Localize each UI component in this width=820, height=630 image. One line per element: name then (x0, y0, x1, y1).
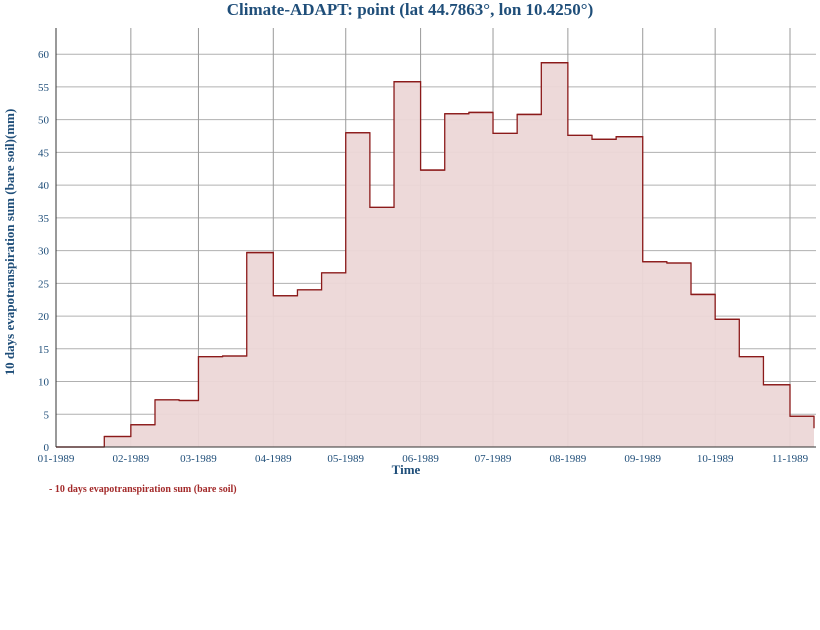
y-tick-label: 45 (38, 147, 50, 159)
y-tick-label: 10 (38, 377, 50, 389)
legend: - 10 days evapotranspiration sum (bare s… (49, 484, 237, 495)
y-tick-label: 60 (38, 49, 50, 61)
y-tick-label: 15 (38, 344, 50, 356)
x-tick-label: 01-1989 (38, 453, 75, 465)
x-tick-label: 11-1989 (772, 453, 809, 465)
x-axis-label: Time (392, 462, 421, 477)
x-tick-label: 08-1989 (550, 453, 587, 465)
series-area-fill (56, 62, 814, 448)
y-tick-label: 40 (38, 180, 50, 192)
series-line (56, 62, 815, 448)
axes: 0 5 10 15 20 25 30 35 40 45 50 55 60 01-1989 02-1989 03… (38, 28, 816, 465)
y-tick-label: 55 (38, 82, 50, 94)
legend-dash: - (49, 484, 55, 495)
x-tick-label: 02-1989 (113, 453, 150, 465)
y-tick-label: 35 (38, 213, 50, 225)
y-tick-label: 25 (38, 278, 50, 290)
x-tick-label: 03-1989 (180, 453, 217, 465)
legend-item: 10 days evapotranspiration sum (bare soi… (54, 484, 237, 495)
x-tick-label: 07-1989 (475, 453, 512, 465)
y-axis-label: 10 days evapotranspiration sum (bare soi… (2, 109, 17, 376)
x-tick-label: 05-1989 (327, 453, 364, 465)
y-tick-label: 0 (44, 442, 50, 454)
x-tick-label: 04-1989 (255, 453, 292, 465)
y-tick-label: 50 (38, 115, 50, 127)
y-tick-label: 30 (38, 246, 50, 258)
plot-area (56, 62, 815, 448)
chart-title: Climate-ADAPT: point (lat 44.7863°, lon … (226, 0, 594, 19)
x-tick-label: 06-1989 (402, 453, 439, 465)
y-tick-label: 20 (38, 311, 50, 323)
x-tick-label: 10-1989 (697, 453, 734, 465)
x-tick-label: 09-1989 (624, 453, 661, 465)
y-tick-label: 5 (44, 409, 50, 421)
